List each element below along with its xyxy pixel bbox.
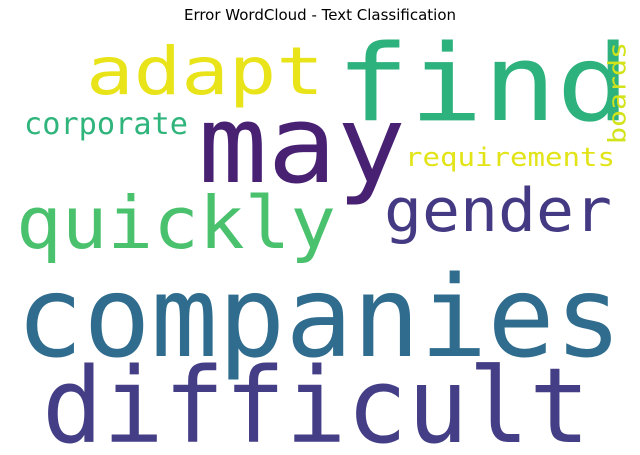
word-corporate: corporate — [24, 107, 188, 142]
word-find: find — [336, 22, 630, 145]
figure-title: Error WordCloud - Text Classification — [183, 6, 457, 24]
word-companies: companies — [16, 253, 622, 383]
word-adapt: adapt — [86, 33, 324, 110]
word-may: may — [198, 83, 406, 208]
word-difficult: difficult — [42, 345, 590, 455]
word-requirements: requirements — [405, 143, 615, 173]
word-quickly: quickly — [16, 181, 336, 265]
word-boards: boards — [604, 42, 632, 144]
word-gender: gender — [384, 176, 612, 246]
